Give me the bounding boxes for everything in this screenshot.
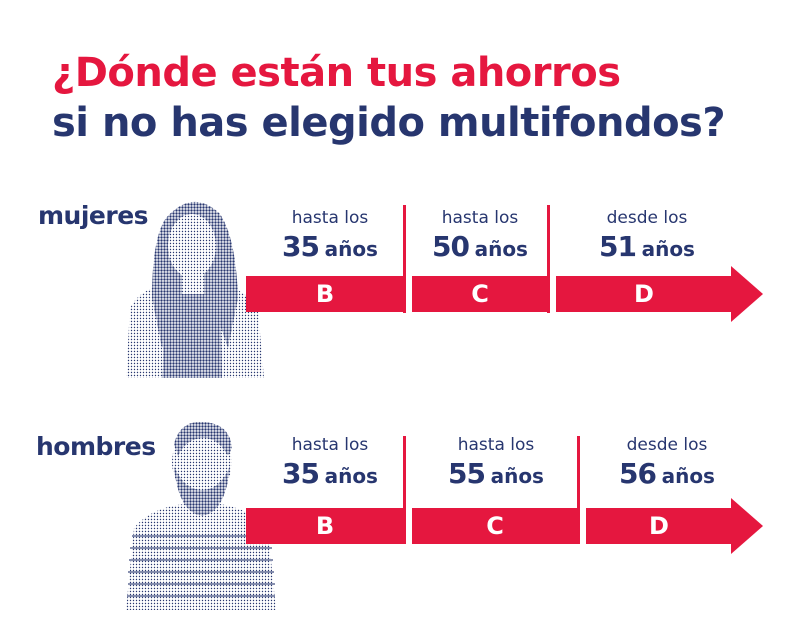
man-portrait	[126, 421, 276, 610]
group-label-mujeres: mujeres	[38, 201, 149, 230]
segment-age: 50 años	[410, 230, 550, 263]
age-unit: años	[641, 237, 695, 261]
age-unit: años	[474, 237, 528, 261]
fund-bar-hombres-d: D	[586, 508, 732, 544]
age-unit: años	[324, 464, 378, 488]
fund-label: D	[634, 280, 654, 308]
age-number: 51	[599, 230, 637, 263]
age-number: 55	[448, 457, 486, 490]
divider	[403, 436, 406, 544]
age-unit: años	[490, 464, 544, 488]
segment-age: 51 años	[577, 230, 717, 263]
fund-label: B	[315, 512, 335, 540]
arrow-head-icon	[731, 266, 763, 322]
age-number: 50	[432, 230, 470, 263]
age-unit: años	[324, 237, 378, 261]
fund-label: C	[486, 512, 504, 540]
fund-bar-hombres-b: B	[246, 508, 404, 544]
segment-age: 35 años	[260, 230, 400, 263]
segment-prefix: desde los	[626, 435, 708, 455]
fund-bar-mujeres-d: D	[556, 276, 732, 312]
segment-prefix: hasta los	[441, 208, 519, 228]
segment-prefix: hasta los	[291, 208, 369, 228]
divider	[577, 436, 580, 544]
title-line-2: si no has elegido multifondos?	[52, 100, 726, 146]
segment-prefix: desde los	[606, 208, 688, 228]
fund-label: B	[315, 280, 335, 308]
segment-age: 56 años	[597, 457, 737, 490]
fund-bar-mujeres-c: C	[412, 276, 548, 312]
age-unit: años	[661, 464, 715, 488]
fund-bar-hombres-c: C	[412, 508, 578, 544]
fund-bar-mujeres-b: B	[246, 276, 404, 312]
woman-portrait	[126, 201, 264, 378]
segment-age: 35 años	[260, 457, 400, 490]
fund-label: C	[471, 280, 489, 308]
age-number: 35	[282, 457, 320, 490]
arrow-head-icon	[731, 498, 763, 554]
page-title: ¿Dónde están tus ahorros si no has elegi…	[52, 48, 726, 148]
age-number: 35	[282, 230, 320, 263]
age-number: 56	[619, 457, 657, 490]
divider	[547, 205, 550, 313]
title-line-1: ¿Dónde están tus ahorros	[52, 50, 621, 96]
fund-label: D	[649, 512, 669, 540]
group-label-hombres: hombres	[36, 432, 156, 461]
segment-prefix: hasta los	[457, 435, 535, 455]
segment-prefix: hasta los	[291, 435, 369, 455]
divider	[403, 205, 406, 313]
segment-age: 55 años	[426, 457, 566, 490]
